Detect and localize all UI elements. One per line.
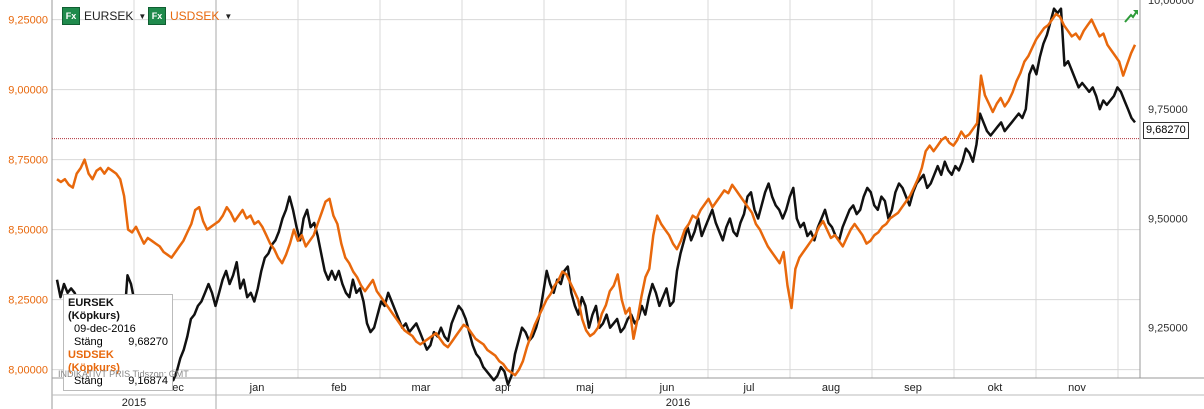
info-series1-row: Stäng 9,68270 [68, 336, 168, 349]
month-tick-label: jan [249, 382, 265, 394]
left-axis-tick-label: 9,25000 [8, 15, 48, 27]
info-series2-header: USDSEK (Köpkurs) [68, 349, 120, 374]
left-axis-tick-label: 8,75000 [8, 155, 48, 167]
left-axis-tick-label: 8,00000 [8, 365, 48, 377]
series-lines [55, 7, 1137, 386]
grid-lines [51, 0, 1140, 378]
month-tick-label: maj [576, 382, 594, 394]
fx-icon: Fx [62, 7, 80, 25]
left-axis-tick-label: 8,50000 [8, 225, 48, 237]
series-line-eursek [55, 7, 1136, 386]
month-tick-label: jun [659, 382, 675, 394]
month-tick-label: aug [822, 382, 840, 394]
legend-item-eursek[interactable]: Fx EURSEK ▼ [62, 7, 146, 25]
month-tick-label: mar [412, 382, 431, 394]
right-axis-tick-label: 9,25000 [1148, 323, 1188, 335]
right-axis-tick-label: 10,00000 [1148, 0, 1194, 7]
info-series2-row-label: Stäng [74, 375, 103, 387]
axes [51, 0, 1204, 409]
month-tick-label: jul [742, 382, 754, 394]
year-tick-label: 2015 [122, 397, 146, 409]
trend-up-arrow-icon[interactable] [1123, 8, 1139, 29]
month-tick-label: okt [988, 382, 1003, 394]
info-series1-header: EURSEK (Köpkurs) [68, 297, 120, 322]
month-tick-label: apr [495, 382, 511, 394]
right-axis-tick-label: 9,50000 [1148, 213, 1188, 225]
info-series1-row-value: 9,68270 [128, 336, 168, 348]
caret-down-icon[interactable]: ▼ [224, 11, 233, 21]
legend-label-eursek: EURSEK [84, 9, 134, 23]
right-axis-tick-label: 9,75000 [1148, 104, 1188, 116]
legend-item-usdsek[interactable]: Fx USDSEK ▼ [148, 7, 232, 25]
left-axis-tick-label: 8,25000 [8, 295, 48, 307]
crosshair-info-box: EURSEK (Köpkurs) 09-dec-2016 Stäng 9,682… [63, 294, 173, 391]
month-tick-label: nov [1068, 382, 1086, 394]
last-price-tag: 9,68270 [1143, 122, 1189, 139]
info-series2-row-value: 9,16874 [128, 375, 168, 387]
tick-labels: 8,00000 8,25000 8,50000 8,75000 9,00000 9,250… [8, 0, 1194, 409]
footnote: INDIKATIVT PRIS Tidszon: GMT [58, 369, 189, 379]
info-series2-row: Stäng 9,16874 [68, 375, 168, 388]
fx-icon: Fx [148, 7, 166, 25]
month-tick-label: feb [331, 382, 346, 394]
info-date: 09-dec-2016 [74, 323, 136, 335]
caret-down-icon[interactable]: ▼ [138, 11, 147, 21]
info-series1-row-label: Stäng [74, 336, 103, 348]
year-tick-label: 2016 [666, 397, 690, 409]
left-axis-tick-label: 9,00000 [8, 85, 48, 97]
series-line-usdsek [56, 12, 1137, 377]
legend-label-usdsek: USDSEK [170, 9, 220, 23]
month-tick-label: sep [904, 382, 922, 394]
